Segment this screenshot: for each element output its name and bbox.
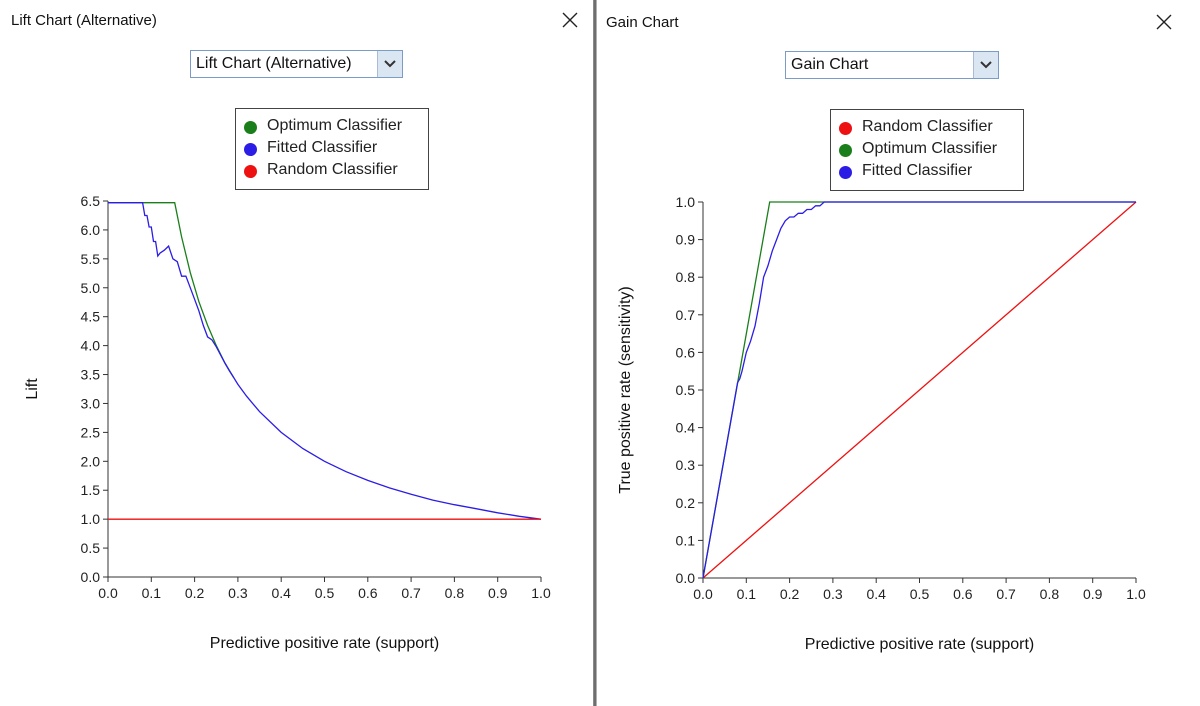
y-tick-label: 0.0 <box>81 569 101 585</box>
y-tick-label: 0.5 <box>81 540 101 556</box>
lift-close-button[interactable] <box>558 8 582 32</box>
series-line-optimum-classifier <box>108 202 235 378</box>
x-tick-label: 0.7 <box>996 586 1016 602</box>
series-line-fitted-classifier <box>108 202 542 520</box>
gain-chart-panel: Gain Chart Gain Chart Random Classifier … <box>596 0 1200 706</box>
y-tick-label: 0.0 <box>676 570 696 586</box>
x-tick-label: 0.4 <box>866 586 886 602</box>
lift-chart-panel: Lift Chart (Alternative) Lift Chart (Alt… <box>0 0 594 706</box>
x-axis-title: Predictive positive rate (support) <box>805 636 1034 653</box>
dropdown-arrow-button[interactable] <box>377 51 402 77</box>
x-tick-label: 0.8 <box>1040 586 1060 602</box>
x-tick-label: 0.7 <box>401 585 421 601</box>
legend-label: Random Classifier <box>862 118 993 135</box>
legend-swatch <box>839 144 852 157</box>
x-tick-label: 0.2 <box>780 586 800 602</box>
y-tick-label: 0.3 <box>676 457 696 473</box>
x-tick-label: 0.3 <box>823 586 843 602</box>
chevron-down-icon <box>384 60 396 68</box>
legend-swatch <box>244 165 257 178</box>
gain-close-button[interactable] <box>1152 10 1176 34</box>
legend-swatch <box>839 166 852 179</box>
legend-item: Optimum Classifier <box>244 116 420 138</box>
x-tick-label: 0.6 <box>358 585 378 601</box>
gain-legend: Random Classifier Optimum Classifier Fit… <box>830 109 1024 191</box>
y-tick-label: 1.0 <box>676 194 696 210</box>
gain-chart-type-dropdown[interactable]: Gain Chart <box>785 51 999 79</box>
legend-label: Optimum Classifier <box>267 117 403 134</box>
y-tick-label: 1.0 <box>81 511 101 527</box>
x-tick-label: 0.0 <box>693 586 713 602</box>
gain-panel-title: Gain Chart <box>606 14 679 31</box>
x-tick-label: 0.9 <box>488 585 508 601</box>
legend-item: Optimum Classifier <box>839 139 1015 161</box>
lift-dropdown-value: Lift Chart (Alternative) <box>196 55 352 72</box>
x-tick-label: 0.5 <box>910 586 930 602</box>
y-axis-title: True positive rate (sensitivity) <box>617 286 634 493</box>
chevron-down-icon <box>980 61 992 69</box>
y-tick-label: 1.5 <box>81 482 101 498</box>
legend-item: Fitted Classifier <box>839 161 1015 183</box>
y-tick-label: 5.5 <box>81 251 101 267</box>
y-tick-label: 2.5 <box>81 424 101 440</box>
x-tick-label: 0.9 <box>1083 586 1103 602</box>
y-axis-title: Lift <box>24 378 41 400</box>
x-tick-label: 0.2 <box>185 585 205 601</box>
y-tick-label: 0.2 <box>676 495 696 511</box>
x-tick-label: 0.1 <box>737 586 757 602</box>
x-tick-label: 0.6 <box>953 586 973 602</box>
legend-label: Fitted Classifier <box>862 162 973 179</box>
series-line-random-classifier <box>702 201 1137 579</box>
y-tick-label: 6.0 <box>81 222 101 238</box>
legend-label: Fitted Classifier <box>267 139 378 156</box>
y-tick-label: 3.0 <box>81 395 101 411</box>
series-line-fitted-classifier <box>702 201 1136 579</box>
y-tick-label: 4.0 <box>81 338 101 354</box>
x-tick-label: 1.0 <box>1126 586 1146 602</box>
legend-swatch <box>244 143 257 156</box>
lift-chart-type-dropdown[interactable]: Lift Chart (Alternative) <box>190 50 403 78</box>
y-tick-label: 5.0 <box>81 280 101 296</box>
y-tick-label: 0.1 <box>676 532 696 548</box>
x-tick-label: 0.1 <box>142 585 162 601</box>
x-tick-label: 0.0 <box>98 585 118 601</box>
gain-dropdown-value: Gain Chart <box>791 56 869 73</box>
dropdown-arrow-button[interactable] <box>973 52 998 78</box>
x-tick-label: 0.5 <box>315 585 335 601</box>
close-icon <box>562 12 578 28</box>
lift-chart-plot: 0.0 0.1 0.2 0.3 0.4 0.5 0.6 0.7 0.8 0.9 1.0 0.0 0.5 1… <box>24 193 551 652</box>
lift-panel-title: Lift Chart (Alternative) <box>11 12 157 29</box>
legend-label: Random Classifier <box>267 161 398 178</box>
y-tick-label: 0.5 <box>676 382 696 398</box>
x-tick-label: 0.3 <box>228 585 248 601</box>
legend-item: Random Classifier <box>244 160 420 182</box>
legend-item: Fitted Classifier <box>244 138 420 160</box>
x-tick-label: 0.4 <box>271 585 291 601</box>
legend-item: Random Classifier <box>839 117 1015 139</box>
y-tick-label: 0.4 <box>676 420 696 436</box>
y-tick-label: 0.8 <box>676 269 696 285</box>
y-tick-label: 2.0 <box>81 453 101 469</box>
legend-label: Optimum Classifier <box>862 140 998 157</box>
close-icon <box>1156 14 1172 30</box>
x-axis-title: Predictive positive rate (support) <box>210 635 439 652</box>
y-tick-label: 4.5 <box>81 309 101 325</box>
y-tick-label: 0.6 <box>676 344 696 360</box>
y-tick-label: 0.9 <box>676 232 696 248</box>
x-tick-label: 0.8 <box>445 585 465 601</box>
y-tick-label: 6.5 <box>81 193 101 209</box>
x-tick-label: 1.0 <box>531 585 551 601</box>
lift-legend: Optimum Classifier Fitted Classifier Ran… <box>235 108 429 190</box>
y-tick-label: 0.7 <box>676 307 696 323</box>
gain-chart-plot: 0.0 0.1 0.2 0.3 0.4 0.5 0.6 0.7 0.8 0.9 1.0 0.0 0.1 0… <box>617 194 1146 653</box>
y-tick-label: 3.5 <box>81 367 101 383</box>
legend-swatch <box>244 121 257 134</box>
legend-swatch <box>839 122 852 135</box>
